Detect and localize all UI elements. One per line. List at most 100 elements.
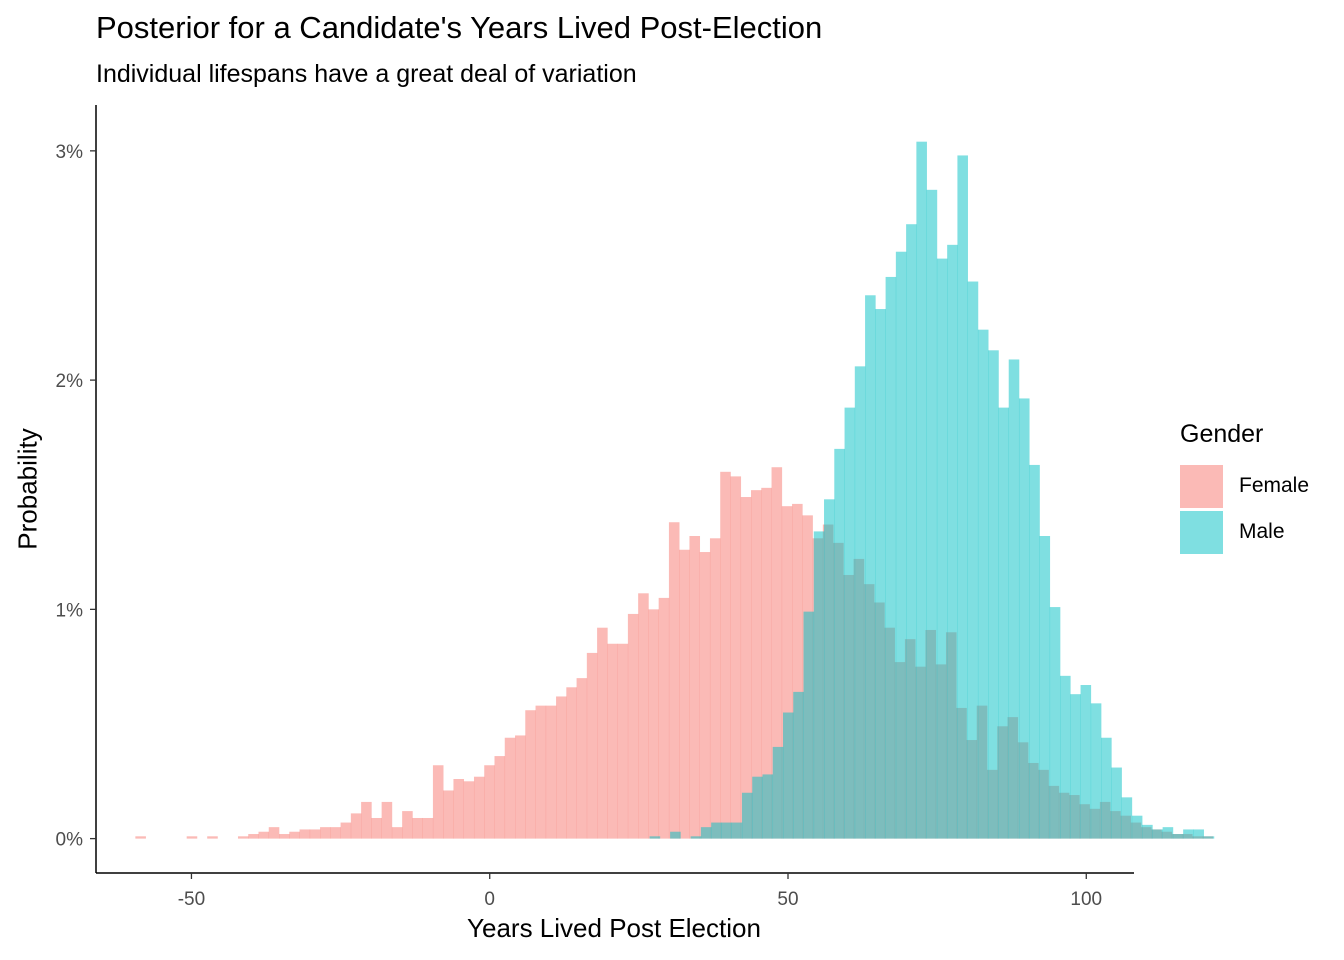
bar-male (793, 691, 804, 839)
bar-female (422, 817, 434, 839)
bar-male (895, 251, 907, 839)
bar-female (361, 801, 372, 839)
bar-male (1018, 398, 1030, 839)
bar-female (648, 609, 659, 839)
bar-female (566, 687, 577, 839)
bar-female (371, 817, 382, 839)
bar-female (730, 476, 742, 839)
bar-male (967, 281, 979, 839)
bar-female (740, 497, 752, 839)
bar-female (545, 705, 557, 839)
y-tick-label: 0% (56, 830, 84, 851)
bar-female (627, 613, 639, 839)
bar-male (782, 712, 794, 839)
bar-male (1203, 836, 1215, 839)
bar-female (186, 836, 198, 839)
bar-male (1008, 359, 1020, 839)
bar-male (803, 611, 815, 839)
bar-male (762, 774, 774, 839)
y-tick-label: 2% (56, 371, 84, 392)
bar-female (340, 822, 352, 839)
bar-female (494, 756, 506, 839)
bar-female (432, 765, 444, 839)
x-tick-label: 50 (777, 889, 798, 910)
bar-male (1090, 703, 1102, 839)
bar-male (1183, 829, 1194, 839)
bar-female (535, 705, 547, 839)
bar-male (772, 746, 784, 839)
bar-male (865, 295, 876, 839)
bar-female (699, 552, 711, 839)
chart-subtitle: Individual lifespans have a great deal o… (96, 60, 637, 88)
bar-female (668, 522, 680, 839)
bar-male (1152, 829, 1163, 839)
bar-male (813, 531, 825, 839)
bar-female (504, 737, 516, 839)
bar-female (720, 471, 731, 839)
bar-male (957, 155, 968, 839)
bar-female (381, 801, 393, 839)
bar-male (1070, 694, 1081, 839)
axes-layer: -50 0 50 100 0% 1% 2% 3% (56, 105, 1134, 910)
bar-male (670, 831, 681, 839)
bar-female (207, 836, 218, 839)
bar-male (649, 836, 661, 839)
bar-female (320, 827, 331, 839)
bar-male (1121, 797, 1133, 839)
bar-male (1039, 536, 1051, 839)
legend-key-female (1180, 464, 1223, 508)
bar-female (658, 597, 670, 839)
bar-female (556, 696, 567, 839)
bar-female (309, 829, 321, 839)
bar-male (1193, 829, 1204, 839)
bar-female (443, 790, 454, 839)
bar-male (1060, 675, 1071, 839)
legend-label-male: Male (1239, 520, 1285, 543)
bar-male (885, 276, 897, 839)
bar-male (711, 822, 722, 839)
bar-male (834, 448, 845, 839)
bar-male (875, 309, 886, 839)
bar-female (679, 549, 690, 839)
bars-layer (135, 141, 1215, 839)
legend-item-female: Female (1180, 463, 1309, 509)
bar-female (576, 678, 588, 839)
bar-male (741, 792, 753, 839)
x-axis-label: Years Lived Post Election (467, 913, 761, 943)
bar-male (690, 836, 702, 839)
bar-female (473, 776, 485, 839)
bar-female (248, 834, 259, 839)
bar-female (135, 836, 146, 839)
chart-title: Posterior for a Candidate's Years Lived … (96, 10, 823, 45)
bar-female (597, 627, 608, 839)
bar-female (586, 652, 598, 839)
bar-male (916, 141, 927, 839)
bar-male (998, 407, 1010, 839)
bar-male (752, 776, 763, 839)
bar-male (1162, 827, 1174, 839)
bar-male (1029, 464, 1040, 839)
bar-female (515, 735, 526, 839)
bar-male (731, 822, 743, 839)
legend-title: Gender (1180, 420, 1264, 448)
bar-female (709, 538, 721, 839)
bar-female (761, 487, 772, 839)
bar-male (700, 827, 712, 839)
bar-female (607, 643, 618, 839)
bar-male (824, 499, 835, 839)
bar-male (1131, 815, 1143, 839)
bar-female (258, 831, 270, 839)
bar-female (237, 836, 249, 839)
bar-female (412, 817, 423, 839)
bar-female (525, 710, 536, 839)
x-tick-label: 100 (1070, 889, 1102, 910)
y-tick-label: 1% (56, 600, 84, 621)
bar-male (1049, 607, 1061, 839)
bar-male (1101, 737, 1112, 839)
bar-male (988, 350, 999, 839)
bar-female (689, 536, 701, 839)
x-tick-label: -50 (178, 889, 205, 910)
bar-female (402, 811, 413, 839)
bar-female (299, 829, 311, 839)
